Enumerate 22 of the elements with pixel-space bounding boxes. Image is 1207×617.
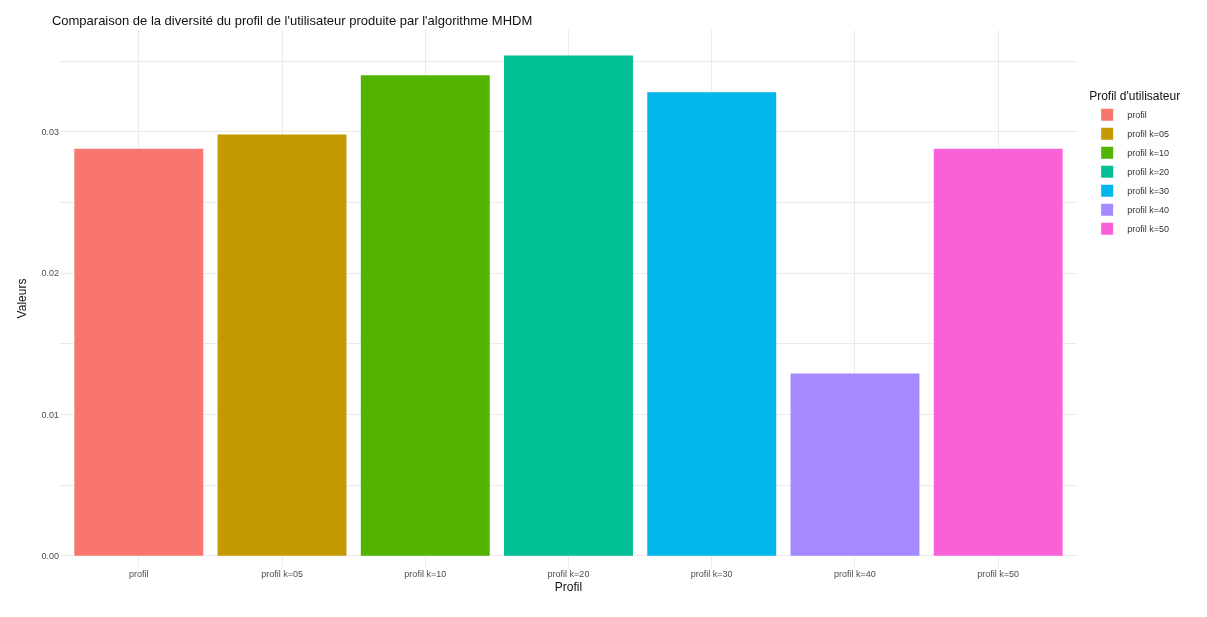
y-tick-label: 0.00 — [41, 550, 59, 561]
y-axis-title: Valeurs — [15, 278, 29, 319]
y-tick-label: 0.03 — [41, 126, 59, 137]
x-axis-title: Profil — [554, 579, 583, 594]
x-tick-label: profil — [129, 569, 149, 579]
x-tick-label: profil k=10 — [404, 569, 447, 579]
legend-title: Profil d'utilisateur — [1089, 89, 1181, 104]
legend-label: profil k=30 — [1127, 186, 1169, 197]
y-tick-label: 0.02 — [41, 268, 59, 279]
x-tick-label: profil k=05 — [261, 569, 303, 579]
legend-label: profil k=40 — [1127, 205, 1169, 216]
x-tick-label: profil k=40 — [834, 569, 876, 579]
legend-label: profil k=05 — [1127, 129, 1169, 140]
x-tick-label: profil k=50 — [977, 569, 1020, 579]
y-tick-label: 0.01 — [41, 409, 59, 420]
legend-label: profil k=50 — [1127, 224, 1169, 235]
chart-title: Comparaison de la diversité du profil de l'utilisateur produite par l'algorithme MHDM — [51, 12, 533, 28]
x-tick-label: profil k=30 — [690, 569, 733, 579]
legend-label: profil k=20 — [1127, 167, 1169, 178]
legend-label: profil — [1127, 110, 1147, 121]
legend-label: profil k=10 — [1127, 148, 1169, 159]
x-tick-label: profil k=20 — [547, 569, 590, 579]
